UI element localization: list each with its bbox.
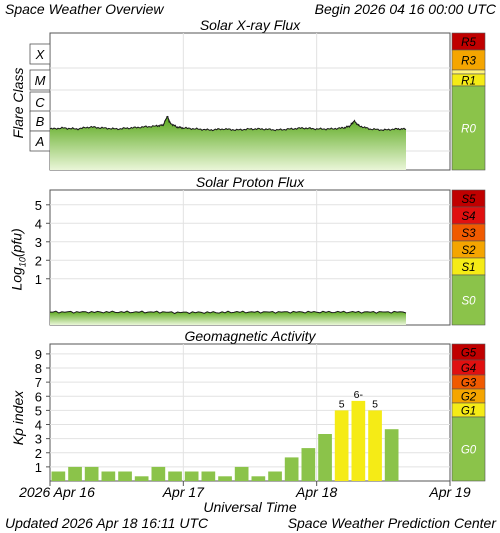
x-axis-title: Universal Time	[203, 499, 297, 515]
scale-label-1-2: S3	[461, 228, 476, 240]
kp-ytick-3: 3	[35, 432, 42, 447]
kp-bar	[268, 471, 282, 481]
kp-bar	[101, 471, 116, 481]
kp-bar-label: 6-	[354, 389, 364, 401]
scale-seg-0-4	[451, 85, 486, 171]
xray-class-a: A	[35, 134, 45, 149]
x-tick-label-0: 2026 Apr 16	[18, 484, 95, 500]
scale-label-1-3: S2	[461, 245, 476, 257]
app-title: Space Weather Overview	[5, 1, 164, 17]
panel-frame-2	[49, 343, 451, 482]
scale-seg-2-5	[451, 416, 486, 482]
scale-label-1-0: S5	[461, 194, 476, 206]
geomag-panel-title: Geomagnetic Activity	[184, 328, 316, 344]
kp-bar	[134, 476, 149, 481]
panel-frame-1	[49, 189, 451, 326]
scale-label-1-4: S1	[461, 262, 475, 274]
scale-seg-0-2	[451, 69, 486, 75]
kp-bar	[151, 466, 166, 481]
scale-label-2-3: G2	[461, 392, 477, 404]
scale-label-1-5: S0	[461, 296, 476, 308]
x-tick-label-2: Apr 18	[295, 484, 337, 500]
updated-time: Updated 2026 Apr 18 16:11 UTC	[5, 515, 209, 531]
prediction-center: Space Weather Prediction Center	[287, 515, 496, 531]
kp-ytick-5: 5	[35, 403, 42, 418]
kp-bar	[51, 471, 66, 481]
kp-bar	[301, 448, 316, 481]
kp-bar	[168, 471, 182, 481]
xray-class-m: M	[35, 73, 46, 88]
xray-class-b: B	[36, 114, 45, 129]
begin-time: Begin 2026 04 16 00:00 UTC	[314, 1, 496, 17]
kp-bar	[318, 434, 332, 481]
scale-label-2-0: G5	[461, 348, 477, 360]
proton-ytick-2: 2	[35, 253, 42, 268]
kp-bar	[334, 410, 349, 481]
kp-bar	[384, 429, 399, 481]
xray-class-x: X	[35, 47, 46, 62]
proton-ytick-3: 3	[35, 235, 42, 250]
kp-ytick-2: 2	[35, 446, 42, 461]
kp-bar	[184, 471, 199, 481]
kp-ytick-1: 1	[35, 460, 42, 475]
scale-seg-1-5	[451, 274, 486, 326]
xray-flux-area	[50, 116, 406, 170]
proton-flux-area	[50, 311, 406, 325]
kp-bar	[84, 466, 99, 481]
x-tick-label-3: Apr 19	[428, 484, 470, 500]
kp-ytick-9: 9	[35, 347, 42, 362]
scale-label-2-5: G0	[461, 445, 477, 457]
xray-flux-line	[49, 115, 407, 132]
kp-bar	[68, 466, 82, 481]
kp-ytick-8: 8	[35, 361, 42, 376]
kp-ytick-6: 6	[35, 389, 42, 404]
kp-ytick-7: 7	[35, 375, 42, 390]
kp-ytick-4: 4	[35, 418, 42, 433]
kp-bar	[284, 457, 299, 481]
kp-bar-label: 5	[372, 398, 378, 410]
scale-label-0-4: R0	[461, 124, 476, 136]
scale-label-0-1: R3	[461, 56, 476, 68]
xray-panel-title: Solar X-ray Flux	[199, 17, 301, 33]
proton-ytick-4: 4	[35, 216, 42, 231]
proton-ytick-1: 1	[35, 272, 42, 287]
kp-bar	[251, 476, 266, 481]
xray-class-box-0	[29, 43, 51, 65]
scale-label-0-3: R1	[461, 76, 476, 88]
scale-label-1-1: S4	[461, 211, 475, 223]
kp-bar-label: 5	[339, 398, 345, 410]
kp-bar	[118, 471, 132, 481]
xray-class-box-1	[29, 69, 51, 91]
proton-ytick-5: 5	[35, 198, 42, 213]
x-tick-label-1: Apr 17	[162, 484, 205, 500]
proton-panel-title: Solar Proton Flux	[195, 174, 305, 190]
scale-label-2-4: G1	[461, 406, 476, 418]
kp-bar	[351, 400, 366, 481]
scale-label-2-2: G3	[461, 378, 477, 390]
kp-bar	[218, 476, 232, 481]
kp-bar	[234, 466, 249, 481]
scale-label-0-0: R5	[461, 37, 476, 49]
kp-bar	[368, 410, 382, 481]
xray-class-c: C	[35, 95, 45, 110]
proton-flux-line	[50, 310, 407, 315]
kp-bar	[201, 471, 216, 481]
scale-label-2-1: G4	[461, 363, 476, 375]
